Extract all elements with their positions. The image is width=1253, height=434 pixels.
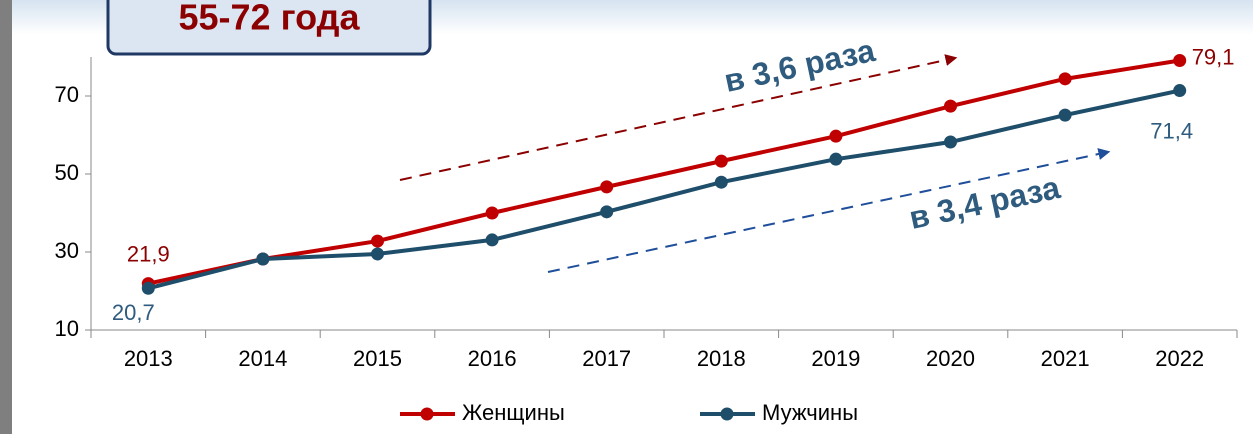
- data-point: [485, 233, 499, 247]
- title-box: [106, 0, 432, 56]
- legend-label: Женщины: [462, 400, 565, 425]
- data-label: 21,9: [127, 241, 170, 266]
- trend-arrow: [399, 54, 958, 181]
- data-point: [714, 154, 728, 168]
- x-tick-label: 2020: [926, 346, 975, 371]
- data-point: [485, 206, 499, 220]
- x-tick-label: 2019: [811, 346, 860, 371]
- left-border: [0, 0, 12, 434]
- data-point: [600, 180, 614, 194]
- data-point: [371, 234, 384, 248]
- data-point: [1058, 72, 1072, 86]
- y-tick-label: 70: [55, 82, 79, 107]
- data-point: [829, 152, 843, 166]
- x-tick-label: 2016: [468, 346, 517, 371]
- data-label: 20,7: [112, 300, 155, 325]
- legend-marker: [720, 407, 734, 421]
- data-point: [944, 135, 957, 149]
- x-tick-label: 2013: [124, 346, 173, 371]
- data-point: [141, 281, 155, 295]
- legend-marker: [420, 407, 434, 421]
- data-label: 71,4: [1150, 118, 1193, 143]
- data-point: [256, 252, 270, 266]
- data-label: 79,1: [1192, 44, 1235, 69]
- x-tick-label: 2015: [353, 346, 402, 371]
- data-point: [829, 129, 843, 143]
- y-tick-label: 50: [55, 160, 79, 185]
- y-tick-label: 10: [55, 316, 79, 341]
- x-tick-label: 2014: [238, 346, 287, 371]
- x-tick-label: 2017: [582, 346, 631, 371]
- chart-title: 55-72 года: [179, 0, 361, 38]
- data-point: [1173, 54, 1187, 68]
- data-point: [1173, 84, 1187, 98]
- series-line: [147, 88, 1181, 291]
- x-tick-label: 2018: [697, 346, 746, 371]
- x-tick-label: 2022: [1155, 346, 1204, 371]
- series-line: [147, 58, 1181, 286]
- data-point: [371, 247, 384, 261]
- x-tick-label: 2021: [1041, 346, 1090, 371]
- data-point: [600, 205, 614, 219]
- y-tick-label: 30: [55, 238, 79, 263]
- legend-label: Мужчины: [762, 400, 858, 425]
- plot: 10 30 50 70 2013 2014 2015 2016 2017 2018 2019 2020…: [55, 44, 1238, 425]
- data-point: [1058, 108, 1072, 122]
- data-point: [944, 99, 957, 113]
- trend-arrow: [547, 148, 1111, 273]
- data-point: [714, 175, 728, 189]
